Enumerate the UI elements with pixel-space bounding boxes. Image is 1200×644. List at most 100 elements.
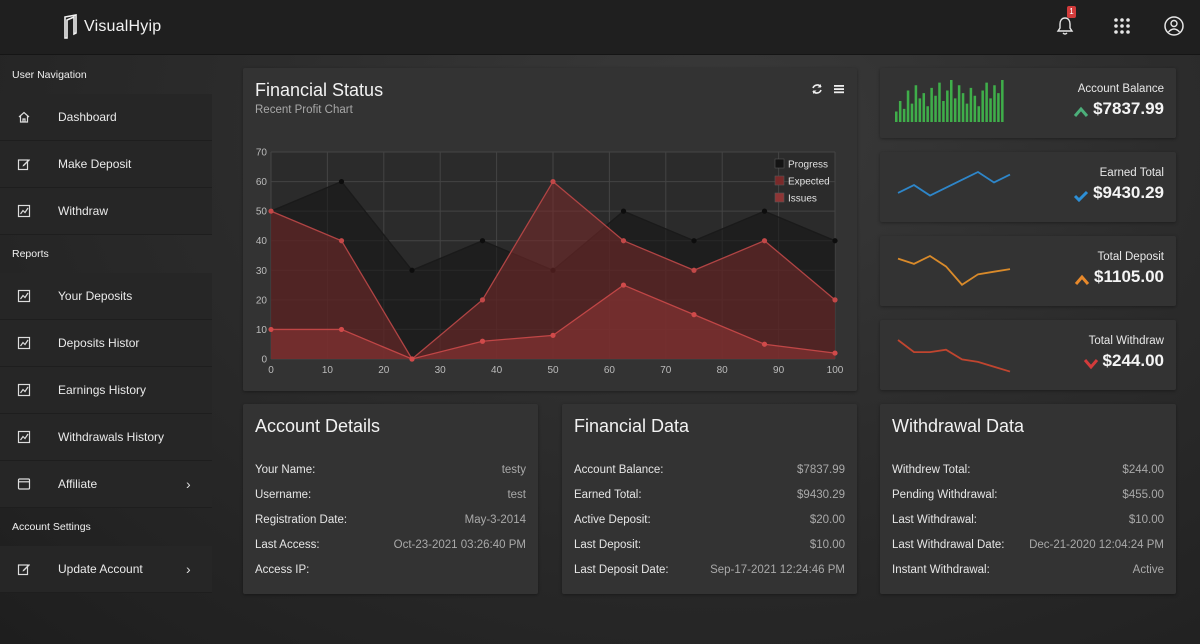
spark-bar <box>906 90 910 122</box>
x-tick-label: 100 <box>827 365 844 376</box>
spark-bar <box>942 101 945 122</box>
sidebar-item-your-deposits[interactable]: Your Deposits <box>0 273 212 320</box>
edit-icon <box>17 157 31 171</box>
spark-bar <box>895 111 898 122</box>
spark-line <box>897 254 1011 286</box>
data-point-expected <box>550 178 556 185</box>
data-point-expected <box>479 297 486 303</box>
y-tick-label: 40 <box>256 236 268 247</box>
spark-bar <box>965 103 969 122</box>
sidebar-item-label: Withdrawals History <box>58 430 165 444</box>
top-bar: VisualHyip 1 <box>0 0 1200 55</box>
sidebar-item-update-account[interactable]: Update Account › <box>0 546 212 593</box>
x-tick-label: 40 <box>491 365 503 376</box>
detail-row: Last Access: Oct-23-2021 03:26:40 PM <box>255 539 526 555</box>
spark-bar <box>938 82 941 122</box>
y-tick-label: 50 <box>256 207 268 218</box>
edit-icon <box>17 562 31 576</box>
detail-row: Withdrew Total: $244.00 <box>892 464 1164 480</box>
detail-row: Username: test <box>255 489 526 505</box>
data-point-progress <box>761 208 768 214</box>
logo-icon <box>64 14 77 39</box>
detail-value: Active <box>1132 564 1164 576</box>
sidebar-item-withdraw[interactable]: Withdraw <box>0 188 212 235</box>
legend-label: Progress <box>788 160 828 171</box>
sidebar-item-earnings-history[interactable]: Earnings History <box>0 367 212 414</box>
sidebar-item-affiliate[interactable]: Affiliate › <box>0 461 212 508</box>
legend-swatch <box>774 158 785 169</box>
spark-bar <box>957 85 961 122</box>
x-tick-label: 70 <box>660 365 672 376</box>
sidebar-section-heading: User Navigation <box>12 69 87 81</box>
x-tick-label: 30 <box>435 365 447 376</box>
stat-value: $244.00 <box>1083 351 1164 371</box>
detail-row: Active Deposit: $20.00 <box>574 514 845 530</box>
sparkline-chart <box>897 254 1011 286</box>
brand-name: VisualHyip <box>84 18 162 35</box>
notification-badge: 1 <box>1067 6 1076 18</box>
arrow-up-icon <box>1073 103 1089 117</box>
detail-row: Registration Date: May-3-2014 <box>255 514 526 530</box>
stat-card-total-withdraw: Total Withdraw $244.00 <box>880 320 1176 390</box>
sidebar-item-deposits-histor[interactable]: Deposits Histor <box>0 320 212 367</box>
data-point-progress <box>620 208 627 214</box>
y-tick-label: 60 <box>256 177 268 188</box>
spark-bar <box>985 82 988 122</box>
sidebar-item-label: Earnings History <box>58 383 147 397</box>
sidebar-section-heading: Reports <box>12 248 49 260</box>
chart-icon <box>17 430 31 444</box>
data-point-progress <box>832 238 838 244</box>
sidebar-item-dashboard[interactable]: Dashboard <box>0 94 212 141</box>
sidebar-item-label: Update Account <box>58 562 143 576</box>
stat-label: Account Balance <box>1077 83 1164 95</box>
data-point-expected <box>761 238 768 244</box>
y-tick-label: 70 <box>256 148 268 159</box>
user-profile-icon[interactable] <box>1163 15 1185 37</box>
brand-logo[interactable]: VisualHyip <box>62 14 161 40</box>
chart-icon <box>17 336 31 350</box>
notifications-bell-icon[interactable]: 1 <box>1054 6 1076 37</box>
financial-data-panel: Financial Data Account Balance: $7837.99 E… <box>562 404 857 594</box>
legend-label: Issues <box>788 194 817 205</box>
check-icon <box>1073 187 1089 203</box>
detail-value: test <box>507 489 526 501</box>
x-tick-label: 90 <box>773 365 785 376</box>
sidebar-item-make-deposit[interactable]: Make Deposit <box>0 141 212 188</box>
spark-bar <box>926 106 929 122</box>
chart-icon <box>17 204 31 218</box>
panel-title: Account Details <box>255 416 381 436</box>
panel-subtitle: Recent Profit Chart <box>255 104 353 116</box>
sidebar: User Navigation Dashboard Make Deposit With… <box>0 56 212 644</box>
detail-value: Oct-23-2021 03:26:40 PM <box>393 539 526 551</box>
apps-grid-icon[interactable] <box>1111 15 1133 37</box>
spark-bar <box>989 98 992 122</box>
sidebar-item-withdrawals-history[interactable]: Withdrawals History <box>0 414 212 461</box>
detail-key: Active Deposit: <box>574 514 651 526</box>
detail-row: Last Withdrawal Date: Dec-21-2020 12:04:2… <box>892 539 1164 555</box>
data-point-issues <box>832 350 838 356</box>
detail-key: Your Name: <box>255 464 316 476</box>
data-point-expected <box>832 297 838 303</box>
stat-label: Earned Total <box>1099 167 1164 179</box>
spark-bar <box>930 87 933 122</box>
stat-value: $9430.29 <box>1073 183 1164 203</box>
refresh-icon[interactable] <box>811 82 823 94</box>
spark-bar <box>997 93 1000 122</box>
spark-bar <box>977 106 981 122</box>
data-point-issues <box>268 326 274 333</box>
sidebar-item-label: Deposits Histor <box>58 336 140 350</box>
stat-card-total-deposit: Total Deposit $1105.00 <box>880 236 1176 306</box>
menu-icon[interactable] <box>833 82 845 94</box>
detail-value: $7837.99 <box>797 464 845 476</box>
financial-status-panel: Financial Status Recent Profit Chart 0 10… <box>243 68 857 391</box>
arrow-up-icon <box>1074 271 1090 285</box>
spark-bar <box>981 90 984 122</box>
financial-status-chart: 0 10 20 30 40 50 60 70 0 10 20 30 40 50 60 70 80 90 100 Pro… <box>256 148 844 377</box>
x-tick-label: 20 <box>378 365 390 376</box>
detail-key: Withdrew Total: <box>892 464 971 476</box>
detail-row: Access IP: <box>255 564 526 580</box>
chevron-right-icon: › <box>186 561 191 577</box>
detail-row: Last Deposit Date: Sep-17-2021 12:24:46 P… <box>574 564 845 580</box>
detail-row: Your Name: testy <box>255 464 526 480</box>
detail-value: May-3-2014 <box>464 514 526 526</box>
